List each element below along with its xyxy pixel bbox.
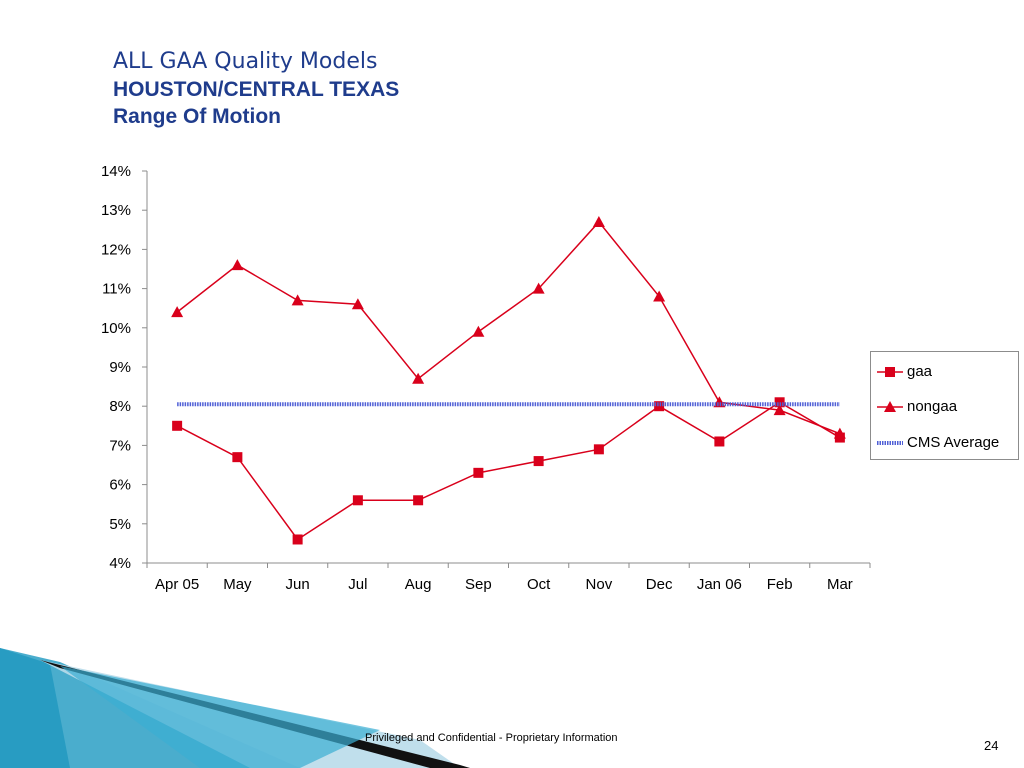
series-line-nongaa	[176, 220, 841, 435]
legend-marker-nongaa	[877, 401, 903, 412]
y-tick-label: 14%	[101, 163, 131, 180]
data-point-nongaa	[231, 259, 244, 271]
data-point-gaa	[654, 401, 665, 412]
x-tick-label: Aug	[405, 576, 432, 593]
data-point-nongaa	[592, 215, 605, 227]
x-tick-label: Jul	[348, 576, 367, 593]
x-tick-label: May	[223, 576, 252, 593]
x-axis-ticks: Apr 05 May Jun Jul Aug Sep Oct Nov Dec Jan 06 Feb M…	[146, 563, 871, 593]
line-chart: 4% 5% 6% 7% 8% 9% 10% 11% 12% 13% 14% Apr 05 May Jun…	[101, 163, 871, 593]
x-tick-label: Jan 06	[697, 576, 742, 593]
data-point-nongaa	[773, 404, 786, 416]
data-point-nongaa	[291, 294, 304, 306]
page-subtitle-region: HOUSTON/CENTRAL TEXAS	[113, 78, 400, 101]
x-tick-label: Oct	[527, 576, 551, 593]
series-gaa	[172, 397, 845, 545]
data-point-gaa	[352, 495, 363, 506]
data-point-nongaa	[532, 282, 545, 294]
y-tick-label: 5%	[109, 516, 131, 533]
slide-decoration	[0, 648, 470, 768]
legend-label-gaa: gaa	[907, 363, 933, 380]
page-number: 24	[984, 738, 999, 753]
y-tick-label: 12%	[101, 241, 131, 258]
y-tick-label: 10%	[101, 320, 131, 337]
data-point-gaa	[292, 534, 303, 545]
series-nongaa	[171, 215, 846, 439]
series-line-gaa	[176, 401, 841, 541]
data-point-gaa	[232, 452, 243, 463]
page-subtitle-metric: Range Of Motion	[113, 105, 281, 128]
y-tick-label: 9%	[109, 359, 131, 376]
data-point-gaa	[473, 467, 484, 478]
y-tick-label: 8%	[109, 398, 131, 415]
data-point-nongaa	[833, 427, 846, 439]
legend-item-gaa: gaa	[871, 362, 1020, 382]
data-point-gaa	[714, 436, 725, 447]
data-point-gaa	[593, 444, 604, 455]
data-point-nongaa	[472, 325, 485, 337]
x-tick-label: Mar	[827, 576, 853, 593]
x-tick-label: Feb	[767, 576, 793, 593]
x-tick-label: Dec	[646, 576, 673, 593]
y-tick-label: 13%	[101, 202, 131, 219]
legend-label-nongaa: nongaa	[907, 398, 958, 415]
y-tick-label: 4%	[109, 555, 131, 572]
chart-series	[171, 215, 846, 545]
data-point-nongaa	[412, 372, 425, 384]
legend-item-nongaa: nongaa	[871, 397, 1020, 417]
data-point-nongaa	[653, 290, 666, 302]
y-tick-label: 6%	[109, 477, 131, 494]
title-block: ALL GAA Quality Models HOUSTON/CENTRAL T…	[113, 48, 399, 130]
x-tick-label: Jun	[286, 576, 310, 593]
y-tick-label: 11%	[102, 281, 131, 298]
page-title: ALL GAA Quality Models	[113, 49, 378, 74]
data-point-gaa	[172, 420, 183, 431]
data-point-nongaa	[171, 306, 184, 318]
data-point-nongaa	[351, 298, 364, 310]
y-axis-ticks: 4% 5% 6% 7% 8% 9% 10% 11% 12% 13% 14%	[101, 163, 147, 572]
x-tick-label: Nov	[586, 576, 613, 593]
footer-confidential: Privileged and Confidential - Proprietar…	[365, 732, 618, 744]
x-tick-label: Sep	[465, 576, 492, 593]
legend-marker-cms-average	[877, 441, 903, 445]
legend-label-cms-average: CMS Average	[907, 434, 1000, 451]
legend-item-cms-average: CMS Average	[871, 433, 1020, 453]
legend-marker-gaa	[877, 367, 903, 377]
chart-axes	[146, 171, 870, 564]
data-point-gaa	[533, 456, 544, 467]
y-tick-label: 7%	[109, 437, 131, 454]
data-point-gaa	[413, 495, 424, 506]
chart-legend: gaa nongaa CMS Average	[870, 351, 1019, 460]
x-tick-label: Apr 05	[155, 576, 199, 593]
